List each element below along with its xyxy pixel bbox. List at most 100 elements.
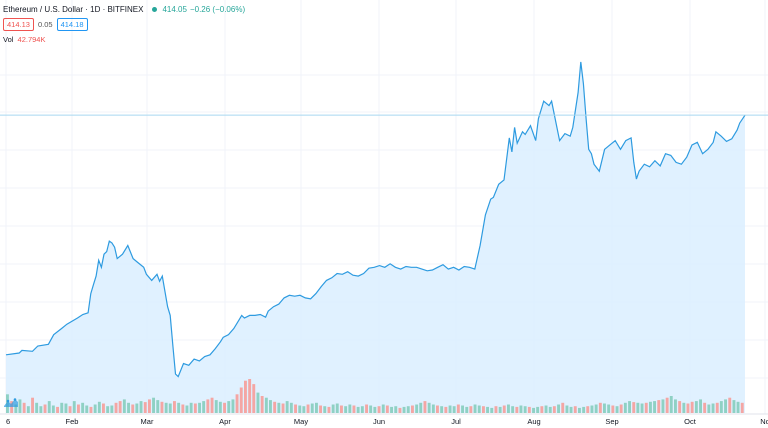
volume-bar — [369, 405, 373, 413]
x-tick-label: No — [760, 417, 768, 426]
volume-bar — [669, 396, 673, 413]
volume-bar — [273, 401, 277, 413]
volume-bar — [348, 404, 352, 413]
x-tick-label: Jun — [373, 417, 385, 426]
volume-bar — [594, 404, 598, 413]
volume-bar — [177, 402, 181, 413]
volume-bar — [423, 401, 427, 413]
volume-bar — [436, 405, 439, 413]
volume-bar — [544, 405, 548, 413]
volume-bar — [523, 406, 527, 413]
volume-bar — [515, 406, 519, 413]
volume-legend: Vol 42.794K — [3, 35, 245, 44]
volume-bar — [310, 403, 314, 413]
volume-bar — [694, 401, 698, 413]
volume-bar — [131, 404, 135, 413]
volume-bar — [202, 401, 206, 413]
volume-bar — [431, 404, 435, 413]
volume-bar — [465, 406, 469, 413]
volume-bar — [598, 402, 602, 413]
volume-bar — [657, 400, 661, 413]
buy-button[interactable]: 414.18 — [56, 18, 88, 31]
volume-bar — [93, 404, 97, 413]
volume-bar — [632, 402, 636, 413]
volume-bar — [156, 400, 160, 413]
volume-bar — [302, 406, 306, 413]
volume-bar — [561, 402, 565, 413]
spread-value: 0.05 — [37, 20, 53, 29]
volume-bar — [214, 400, 218, 413]
volume-bar — [239, 387, 243, 413]
volume-bar — [703, 402, 707, 413]
symbol-title[interactable]: Ethereum / U.S. Dollar · 1D · BITFINEX — [3, 5, 144, 14]
volume-label: Vol — [3, 35, 14, 44]
volume-bar — [519, 405, 523, 413]
volume-bar — [498, 406, 502, 413]
volume-bar — [415, 404, 419, 413]
volume-bar — [248, 379, 252, 413]
volume-bar — [89, 406, 93, 413]
volume-bar — [331, 404, 335, 413]
volume-bar — [377, 406, 381, 413]
volume-bar — [711, 403, 715, 413]
volume-bar — [85, 405, 89, 413]
volume-bar — [607, 404, 611, 413]
volume-bar — [649, 401, 652, 413]
volume-bar — [298, 405, 302, 413]
volume-bar — [206, 399, 210, 413]
volume-bar — [106, 406, 110, 413]
volume-bar — [143, 402, 147, 413]
volume-bar — [26, 406, 30, 413]
volume-bar — [210, 397, 214, 413]
volume-bar — [43, 404, 47, 413]
volume-bar — [365, 404, 368, 413]
volume-bar — [469, 406, 473, 413]
volume-bar — [682, 402, 686, 413]
x-tick-label: Sep — [605, 417, 618, 426]
volume-bar — [64, 403, 68, 413]
sell-button[interactable]: 414.13 — [3, 18, 34, 31]
volume-bar — [294, 404, 297, 413]
tradingview-logo-icon[interactable] — [3, 397, 19, 409]
volume-bar — [611, 405, 615, 413]
volume-bar — [22, 402, 26, 413]
volume-bar — [244, 380, 247, 413]
volume-bar — [281, 403, 285, 413]
volume-bar — [264, 397, 268, 413]
volume-bar — [394, 406, 398, 413]
volume-bar — [411, 405, 414, 413]
x-tick-label: May — [294, 417, 308, 426]
volume-bar — [97, 401, 101, 413]
volume-bar — [139, 401, 143, 413]
volume-bar — [548, 406, 552, 413]
volume-bar — [185, 405, 189, 413]
volume-bars — [6, 379, 744, 413]
volume-bar — [51, 405, 55, 413]
volume-bar — [323, 406, 327, 413]
volume-bar — [60, 402, 64, 413]
chart-legend: Ethereum / U.S. Dollar · 1D · BITFINEX 4… — [3, 5, 245, 44]
volume-bar — [10, 401, 14, 413]
volume-bar — [227, 401, 231, 413]
price-line — [5, 61, 746, 378]
volume-bar — [527, 406, 531, 413]
volume-bar — [640, 403, 644, 413]
volume-bar — [661, 399, 665, 413]
volume-bar — [35, 402, 39, 413]
x-tick-label: Apr — [219, 417, 231, 426]
volume-bar — [315, 402, 318, 413]
volume-bar — [665, 397, 669, 413]
volume-bar — [56, 406, 59, 413]
volume-bar — [440, 406, 444, 413]
volume-bar — [724, 399, 727, 413]
volume-bar — [736, 401, 740, 413]
volume-bar — [385, 405, 389, 413]
volume-bar — [114, 402, 118, 413]
volume-bar — [102, 403, 105, 413]
volume-bar — [552, 406, 556, 413]
x-tick-label: Jul — [451, 417, 461, 426]
price-area-fill — [6, 61, 745, 414]
volume-bar — [674, 399, 677, 413]
x-tick-label: 6 — [6, 417, 10, 426]
